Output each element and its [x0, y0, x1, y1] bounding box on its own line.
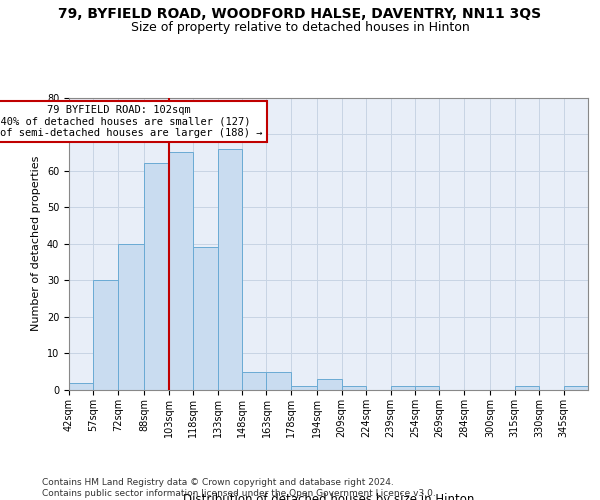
- Bar: [317, 379, 341, 390]
- Text: Size of property relative to detached houses in Hinton: Size of property relative to detached ho…: [131, 21, 469, 34]
- Text: 79 BYFIELD ROAD: 102sqm
← 40% of detached houses are smaller (127)
59% of semi-d: 79 BYFIELD ROAD: 102sqm ← 40% of detache…: [0, 105, 263, 138]
- Bar: [94, 280, 118, 390]
- Bar: [391, 386, 415, 390]
- Bar: [341, 386, 366, 390]
- Bar: [193, 248, 218, 390]
- Bar: [415, 386, 439, 390]
- X-axis label: Distribution of detached houses by size in Hinton: Distribution of detached houses by size …: [183, 492, 474, 500]
- Text: Contains HM Land Registry data © Crown copyright and database right 2024.
Contai: Contains HM Land Registry data © Crown c…: [42, 478, 436, 498]
- Y-axis label: Number of detached properties: Number of detached properties: [31, 156, 41, 332]
- Bar: [291, 386, 317, 390]
- Bar: [266, 372, 291, 390]
- Bar: [515, 386, 539, 390]
- Bar: [69, 382, 94, 390]
- Bar: [118, 244, 144, 390]
- Bar: [242, 372, 266, 390]
- Bar: [218, 148, 242, 390]
- Bar: [144, 164, 169, 390]
- Text: 79, BYFIELD ROAD, WOODFORD HALSE, DAVENTRY, NN11 3QS: 79, BYFIELD ROAD, WOODFORD HALSE, DAVENT…: [58, 8, 542, 22]
- Bar: [169, 152, 193, 390]
- Bar: [563, 386, 588, 390]
